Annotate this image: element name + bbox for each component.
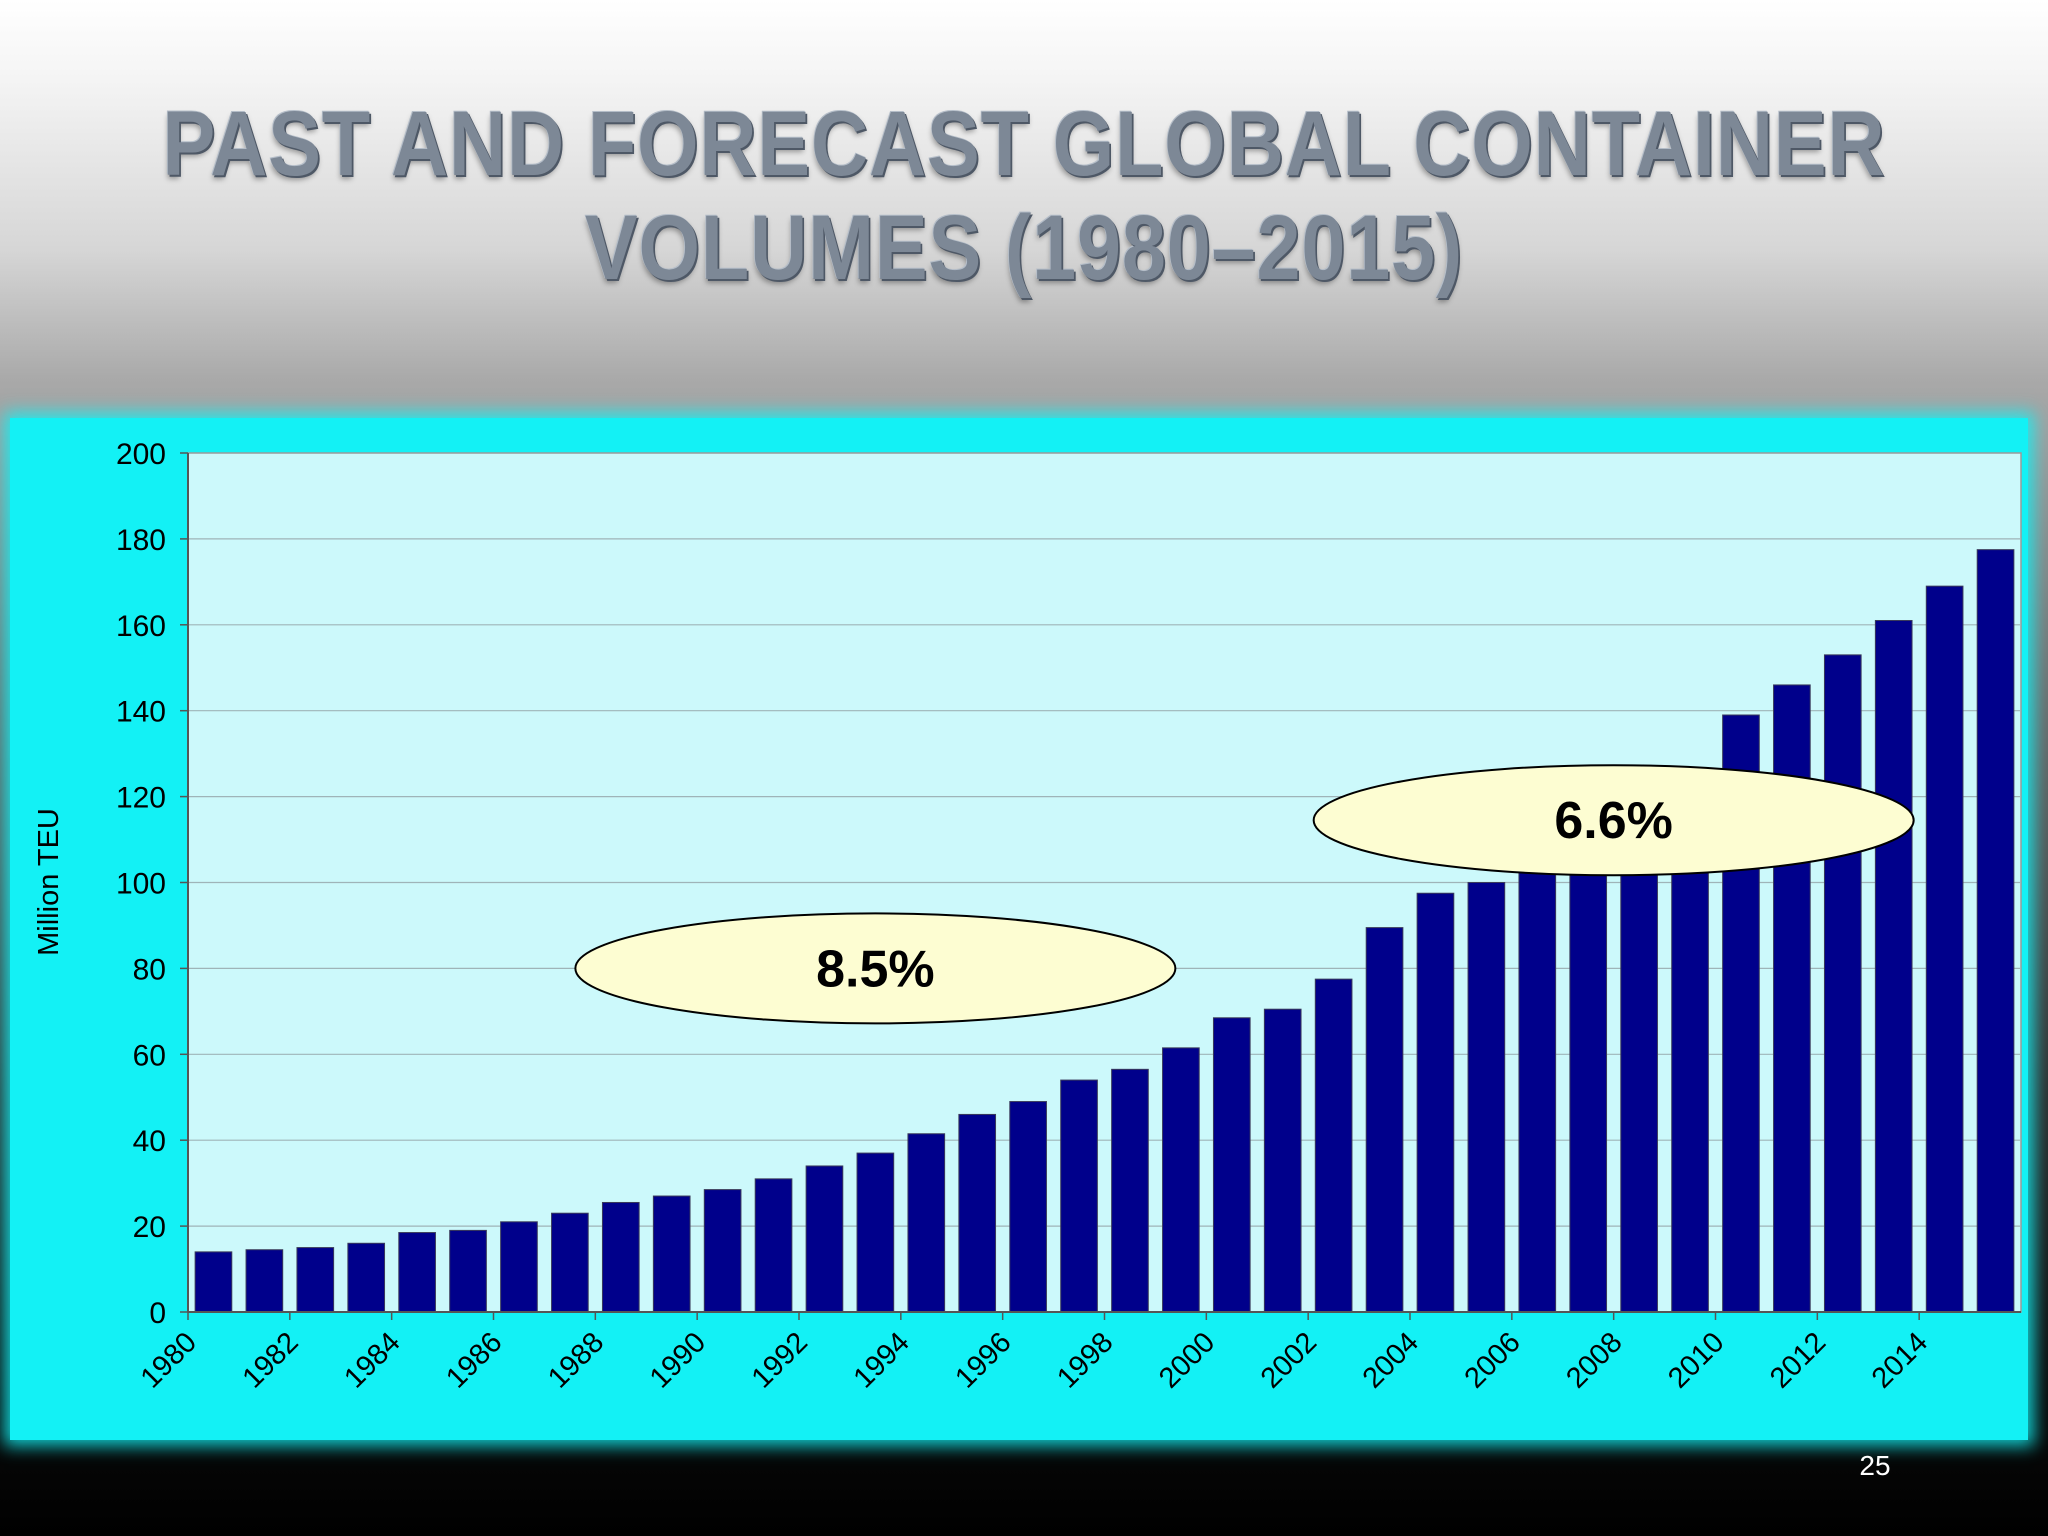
y-tick-label: 160: [116, 610, 166, 643]
bar-1982: [296, 1247, 335, 1313]
bar-2015: [1976, 549, 2015, 1313]
bar-1994: [907, 1133, 946, 1313]
bar-1991: [754, 1178, 793, 1313]
bar-1992: [805, 1165, 844, 1313]
y-tick-label: 40: [133, 1125, 166, 1158]
bar-2012: [1823, 654, 1862, 1313]
x-tick-label: 1992: [746, 1326, 814, 1394]
bar-2014: [1925, 585, 1964, 1313]
bar-1990: [703, 1189, 742, 1313]
y-tick-labels: 0 20 40 60 80 100 120 140 160 180 200: [116, 438, 166, 1330]
y-tick-label: 180: [116, 524, 166, 557]
callout-label: 6.6%: [1554, 792, 1673, 850]
bar-2004: [1416, 892, 1455, 1313]
y-tick-label: 200: [116, 438, 166, 471]
bar-1997: [1060, 1079, 1098, 1313]
bar-2002: [1314, 978, 1353, 1313]
bar-2000: [1212, 1017, 1251, 1313]
y-tick-label: 100: [116, 868, 166, 901]
gridlines: [180, 452, 2021, 1313]
title-line-1: PAST AND FORECAST GLOBAL CONTAINER: [162, 93, 1886, 195]
bar-2007: [1569, 869, 1608, 1313]
growth-callouts: 8.5% 6.6%: [574, 764, 1915, 1025]
x-tick-label: 2006: [1459, 1326, 1527, 1394]
x-tick-label: 1988: [542, 1326, 610, 1394]
title-line-2: VOLUMES (1980–2015): [584, 197, 1464, 299]
y-axis-label: Million TEU: [33, 808, 65, 956]
y-tick-label: 20: [133, 1211, 166, 1244]
bar-1985: [449, 1229, 487, 1313]
x-tick-label: 2008: [1560, 1326, 1628, 1394]
bar-2006: [1518, 869, 1557, 1313]
bar-1989: [652, 1195, 691, 1313]
growth-rate-callout: 6.6%: [1312, 764, 1915, 877]
chart-frame: 0 20 40 60 80 100 120 140 160 180 200 1980 1982 1984…: [10, 418, 2028, 1440]
bar-1984: [398, 1232, 436, 1313]
x-tick-label: 1990: [644, 1326, 712, 1394]
bar-chart: 0 20 40 60 80 100 120 140 160 180 200 1980 1982 1984…: [33, 438, 2022, 1395]
bars: [194, 549, 2015, 1313]
callout-label: 8.5%: [816, 940, 935, 998]
bar-2003: [1365, 927, 1404, 1313]
x-tick-label: 1980: [135, 1326, 203, 1394]
x-tick-label: 1984: [338, 1326, 406, 1394]
bar-2009: [1671, 869, 1709, 1313]
bar-2001: [1263, 1008, 1302, 1313]
y-tick-label: 120: [116, 782, 166, 815]
growth-rate-callout: 8.5%: [574, 912, 1177, 1025]
bar-1986: [500, 1221, 538, 1313]
y-tick-label: 80: [133, 953, 166, 986]
bar-2013: [1874, 620, 1913, 1313]
x-tick-label: 2000: [1153, 1326, 1221, 1394]
x-tick-label: 2014: [1866, 1326, 1934, 1394]
bar-1993: [856, 1152, 895, 1313]
x-tick-label: 1986: [440, 1326, 508, 1394]
callout-ellipse: [1312, 764, 1915, 877]
bar-2005: [1467, 882, 1506, 1313]
page-number: 25: [1859, 1450, 1891, 1481]
callout-ellipse: [574, 912, 1177, 1025]
x-tick-label: 1982: [237, 1326, 305, 1394]
bar-1981: [245, 1249, 284, 1313]
x-tick-label: 1996: [949, 1326, 1017, 1394]
y-tick-label: 0: [149, 1297, 166, 1330]
bar-1999: [1162, 1047, 1200, 1313]
y-tick-label: 140: [116, 696, 166, 729]
bar-1988: [601, 1201, 640, 1313]
x-tick-labels: 1980 1982 1984 1986 1988 1990 1992 1994 1996 1998…: [135, 1312, 1934, 1395]
bar-1998: [1111, 1068, 1149, 1313]
bar-1995: [958, 1113, 997, 1313]
bar-1987: [551, 1212, 589, 1313]
x-tick-label: 2012: [1764, 1326, 1832, 1394]
y-tick-label: 60: [133, 1039, 166, 1072]
bar-1980: [194, 1251, 233, 1313]
x-tick-label: 2002: [1255, 1326, 1323, 1394]
slide-title: PAST AND FORECAST GLOBAL CONTAINER VOLUM…: [0, 92, 2048, 300]
bar-1996: [1009, 1101, 1047, 1313]
x-tick-label: 2004: [1357, 1326, 1425, 1394]
x-tick-label: 2010: [1662, 1326, 1730, 1394]
x-tick-label: 1994: [848, 1326, 916, 1394]
bar-2008: [1620, 869, 1658, 1313]
x-tick-label: 1998: [1051, 1326, 1119, 1394]
bar-1983: [347, 1242, 386, 1313]
